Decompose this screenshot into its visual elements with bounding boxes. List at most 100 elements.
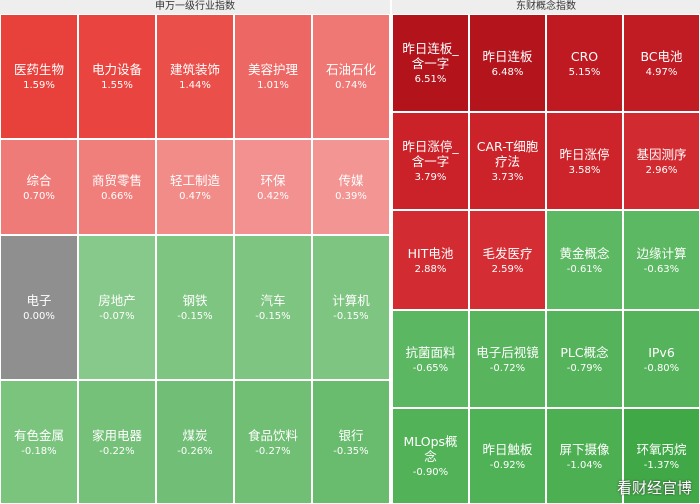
tile-name: 钢铁 [182,293,208,308]
tile-name: MLOps概念 [403,434,458,464]
tile: 边缘计算 -0.63% [623,210,700,310]
tile: 环氧丙烷 -1.37% [623,408,700,504]
tile-name: 昨日触板 [482,441,533,457]
tile-name: 环保 [260,172,286,188]
tile-name: CAR-T细胞疗法 [476,139,539,169]
tile-change: -0.18% [21,445,57,457]
tile-name: 传媒 [338,172,364,188]
tile-change: -0.92% [489,459,526,471]
tile-change: 4.97% [645,66,678,78]
tile-change: -0.35% [333,445,369,457]
panel-title: 申万一级行业指数 [0,0,390,14]
tile: 毛发医疗 2.59% [469,210,546,310]
tile-name: 食品饮料 [247,427,298,443]
tile: 昨日连板 6.48% [469,14,546,112]
tile: PLC概念 -0.79% [546,310,623,408]
tile: IPv6 -0.80% [623,310,700,408]
tile: 汽车 -0.15% [234,235,312,380]
tile-change: 3.58% [568,164,601,176]
tile-name: 汽车 [260,293,286,308]
tile-change: 1.55% [101,80,133,91]
tile: 有色金属 -0.18% [0,380,78,504]
tile: 屏下摄像 -1.04% [546,408,623,504]
tile-name: 黄金概念 [559,245,610,261]
tile-change: -0.15% [177,311,213,322]
tile: 医药生物 1.59% [0,14,78,139]
tile-change: -1.37% [643,459,680,471]
tile: 美容护理 1.01% [234,14,312,139]
tile: BC电池 4.97% [623,14,700,112]
tile-change: 1.01% [257,80,289,91]
tile: CRO 5.15% [546,14,623,112]
tile: 石油石化 0.74% [312,14,390,139]
tile-change: -1.04% [566,459,603,471]
tile-name: PLC概念 [560,344,609,360]
tile-name: 商贸零售 [91,172,142,188]
tile: 昨日涨停_含一字 3.79% [392,112,469,210]
tile: 煤炭 -0.26% [156,380,234,504]
tile-change: -0.15% [333,311,369,322]
tile: CAR-T细胞疗法 3.73% [469,112,546,210]
tile-change: -0.79% [566,362,603,374]
tile: 黄金概念 -0.61% [546,210,623,310]
tile-name: 建筑装饰 [169,62,220,77]
tile-name: HIT电池 [407,245,454,261]
tile-change: -0.65% [412,362,449,374]
tile-change: -0.27% [255,445,291,457]
tile-name: 银行 [338,427,364,443]
tile-change: 2.96% [645,164,678,176]
tile-change: 0.74% [335,80,367,91]
tile: 商贸零售 0.66% [78,139,156,235]
tile-name: 抗菌面料 [405,344,456,360]
tile-name: 有色金属 [13,427,64,443]
tile-change: 0.39% [335,190,367,202]
tile-name: 家用电器 [91,427,142,443]
tile: 电子后视镜 -0.72% [469,310,546,408]
tile-change: -0.61% [566,263,603,275]
tile: 昨日连板_含一字 6.51% [392,14,469,112]
tile-change: 2.59% [491,263,524,275]
tile-change: 0.70% [23,190,55,202]
tile-change: 2.88% [414,263,447,275]
panel-title: 东财概念指数 [392,0,700,14]
tile: 轻工制造 0.47% [156,139,234,235]
tile-name: CRO [570,48,599,64]
tile: MLOps概念 -0.90% [392,408,469,504]
tile-change: 0.00% [23,311,55,322]
tile: 环保 0.42% [234,139,312,235]
tile-change: -0.26% [177,445,213,457]
tile-name: BC电池 [640,48,683,64]
tile: 综合 0.70% [0,139,78,235]
tile: 电子 0.00% [0,235,78,380]
tile: 传媒 0.39% [312,139,390,235]
tile-change: -0.07% [99,311,135,322]
tile-change: 1.44% [179,80,211,91]
tile-change: 6.48% [491,66,524,78]
tile-change: -0.72% [489,362,526,374]
tile-name: 电力设备 [91,62,142,77]
tile-change: 3.73% [491,172,524,183]
tile-name: 边缘计算 [636,245,687,261]
tile-change: 0.42% [257,190,289,202]
tile-change: 3.79% [414,172,447,183]
tile-name: IPv6 [648,344,675,360]
tile-name: 环氧丙烷 [636,441,687,457]
tile: 房地产 -0.07% [78,235,156,380]
tile-name: 昨日连板_含一字 [402,41,459,71]
tile-change: -0.80% [643,362,680,374]
tile-name: 房地产 [98,293,136,308]
tile: 食品饮料 -0.27% [234,380,312,504]
tile-name: 基因测序 [636,146,687,162]
tile: 银行 -0.35% [312,380,390,504]
tile: 昨日涨停 3.58% [546,112,623,210]
tile-name: 轻工制造 [169,172,220,188]
tile-name: 煤炭 [182,427,208,443]
tile-change: 6.51% [414,74,447,85]
tile-name: 昨日涨停_含一字 [402,139,459,169]
tile: HIT电池 2.88% [392,210,469,310]
tile-change: -0.22% [99,445,135,457]
tile-name: 毛发医疗 [482,245,533,261]
tile-name: 电子 [26,293,52,308]
tile-name: 美容护理 [247,62,298,77]
tile: 建筑装饰 1.44% [156,14,234,139]
